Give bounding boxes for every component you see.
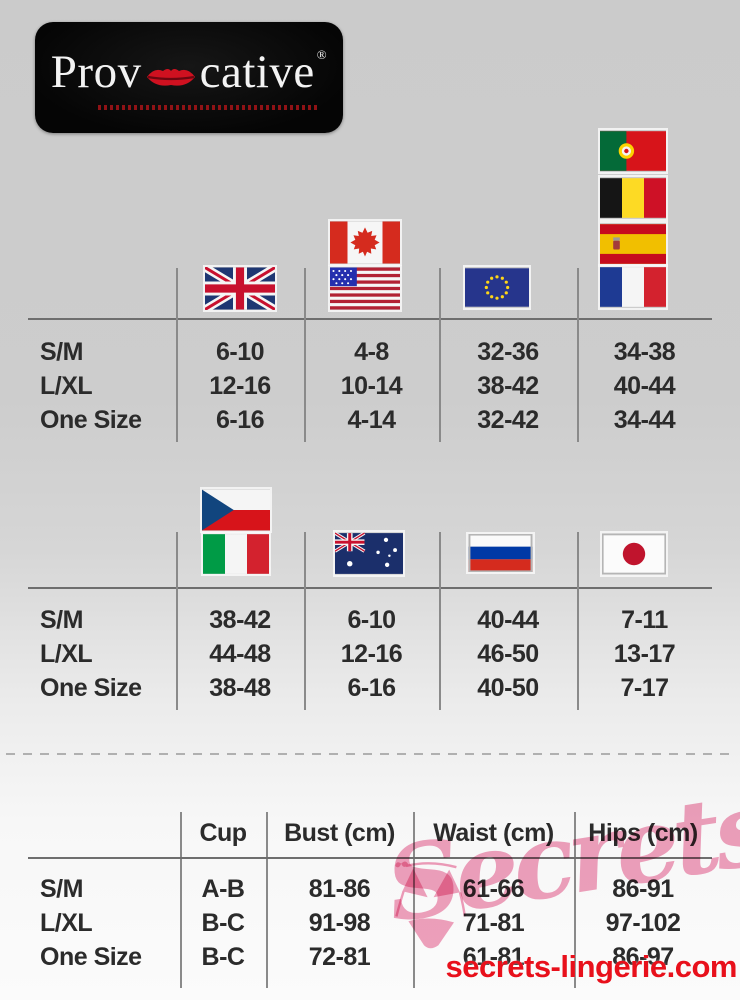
size-cell: 6-16	[347, 673, 396, 702]
flag-russia-icon	[468, 534, 533, 572]
size-cell: 44-48	[209, 639, 271, 668]
table-header-row: Cup Bust (cm) Waist (cm) Hips (cm)	[28, 816, 712, 850]
row-label: One Size	[40, 405, 142, 434]
flag-belgium-icon	[600, 177, 666, 219]
table1-divider	[577, 268, 579, 442]
table3-divider	[574, 812, 576, 988]
row-label: One Size	[40, 673, 142, 702]
row-label: S/M	[40, 337, 83, 366]
size-cell: 12-16	[209, 371, 271, 400]
website-url: secrets-lingerie.com	[445, 949, 737, 984]
row-label: One Size	[40, 942, 142, 971]
measurement-cell: 91-98	[308, 908, 371, 937]
table3-divider	[266, 812, 268, 988]
table3-divider	[180, 812, 182, 988]
table1-top-rule	[28, 318, 712, 320]
table-row: One Size 6-16 4-14 32-42 34-44	[28, 403, 712, 437]
brand-suffix: cative	[199, 45, 315, 98]
size-cell: 6-10	[347, 605, 396, 634]
table1-divider	[439, 268, 441, 442]
size-cell: 10-14	[340, 371, 403, 400]
table-row: One Size B-C 72-81 61-81 86-97	[28, 940, 712, 974]
table-row: S/M A-B 81-86 61-66 86-91	[28, 872, 712, 906]
flag-uk-icon	[205, 267, 275, 310]
row-label: L/XL	[40, 371, 93, 400]
table-row: L/XL 44-48 12-16 46-50 13-17	[28, 637, 712, 671]
measurement-cell: 86-97	[612, 942, 674, 971]
dashed-separator	[6, 753, 734, 755]
size-cell: 7-17	[620, 673, 669, 702]
size-cell: 46-50	[477, 639, 539, 668]
measurement-cell: 81-86	[308, 874, 371, 903]
size-cell: 40-44	[613, 371, 676, 400]
column-header: Hips (cm)	[588, 818, 698, 847]
lips-icon	[145, 52, 197, 99]
size-cell: 40-50	[477, 673, 539, 702]
size-cell: 38-42	[477, 371, 539, 400]
flag-italy-icon	[203, 534, 269, 574]
size-cell: 4-8	[354, 337, 389, 366]
size-cell: 13-17	[613, 639, 676, 668]
column-header: Cup	[199, 818, 247, 847]
measurement-cell: 61-81	[462, 942, 525, 971]
size-cell: 34-44	[613, 405, 676, 434]
table2-top-rule	[28, 587, 712, 589]
table3-header-rule	[28, 857, 712, 859]
logo-tagline	[98, 104, 320, 110]
size-cell: 7-11	[621, 605, 668, 634]
row-label: S/M	[40, 874, 83, 903]
flag-australia-icon	[335, 532, 403, 575]
size-cell: 32-36	[477, 337, 539, 366]
table1-divider	[176, 268, 178, 442]
flag-france-icon	[600, 266, 666, 308]
size-cell: 32-42	[477, 405, 539, 434]
table2-divider	[439, 532, 441, 710]
measurement-cell: 71-81	[462, 908, 525, 937]
size-cell: 34-38	[613, 337, 676, 366]
brand-prefix: Prov	[50, 45, 142, 98]
table2-divider	[176, 532, 178, 710]
size-cell: 40-44	[477, 605, 539, 634]
table3-divider	[413, 812, 415, 988]
size-cell: 38-42	[209, 605, 271, 634]
measurement-cell: 61-66	[462, 874, 525, 903]
measurement-cell: B-C	[201, 942, 245, 971]
registered-mark: ®	[316, 46, 328, 62]
measurement-cell: 97-102	[605, 908, 681, 937]
measurement-cell: A-B	[201, 874, 245, 903]
size-cell: 4-14	[347, 405, 396, 434]
table-row: S/M 38-42 6-10 40-44 7-11	[28, 603, 712, 637]
brand-logo: Prov cative ®	[35, 22, 343, 133]
size-cell: 6-16	[215, 405, 265, 434]
row-label: L/XL	[40, 639, 93, 668]
column-header: Bust (cm)	[284, 818, 395, 847]
flag-czech-republic-icon	[202, 489, 270, 531]
flag-spain-icon	[600, 223, 666, 265]
table2-divider	[577, 532, 579, 710]
size-cell: 38-48	[209, 673, 271, 702]
table2-divider	[304, 532, 306, 710]
size-cell: 12-16	[340, 639, 403, 668]
column-header: Waist (cm)	[433, 818, 554, 847]
table1-divider	[304, 268, 306, 442]
flag-canada-icon	[330, 221, 400, 264]
table-row: L/XL B-C 91-98 71-81 97-102	[28, 906, 712, 940]
table-row: One Size 38-48 6-16 40-50 7-17	[28, 671, 712, 705]
measurement-cell: B-C	[201, 908, 245, 937]
brand-wordmark: Prov cative ®	[51, 46, 327, 99]
size-cell: 6-10	[215, 337, 265, 366]
flag-eu-icon	[465, 267, 529, 308]
flag-usa-icon	[330, 267, 400, 310]
flag-portugal-icon	[600, 130, 666, 172]
measurement-cell: 72-81	[308, 942, 371, 971]
flag-japan-icon	[602, 533, 666, 575]
measurement-cell: 86-91	[612, 874, 674, 903]
row-label: L/XL	[40, 908, 93, 937]
bikini-icon	[394, 858, 466, 963]
row-label: S/M	[40, 605, 83, 634]
table-row: S/M 6-10 4-8 32-36 34-38	[28, 335, 712, 369]
table-row: L/XL 12-16 10-14 38-42 40-44	[28, 369, 712, 403]
